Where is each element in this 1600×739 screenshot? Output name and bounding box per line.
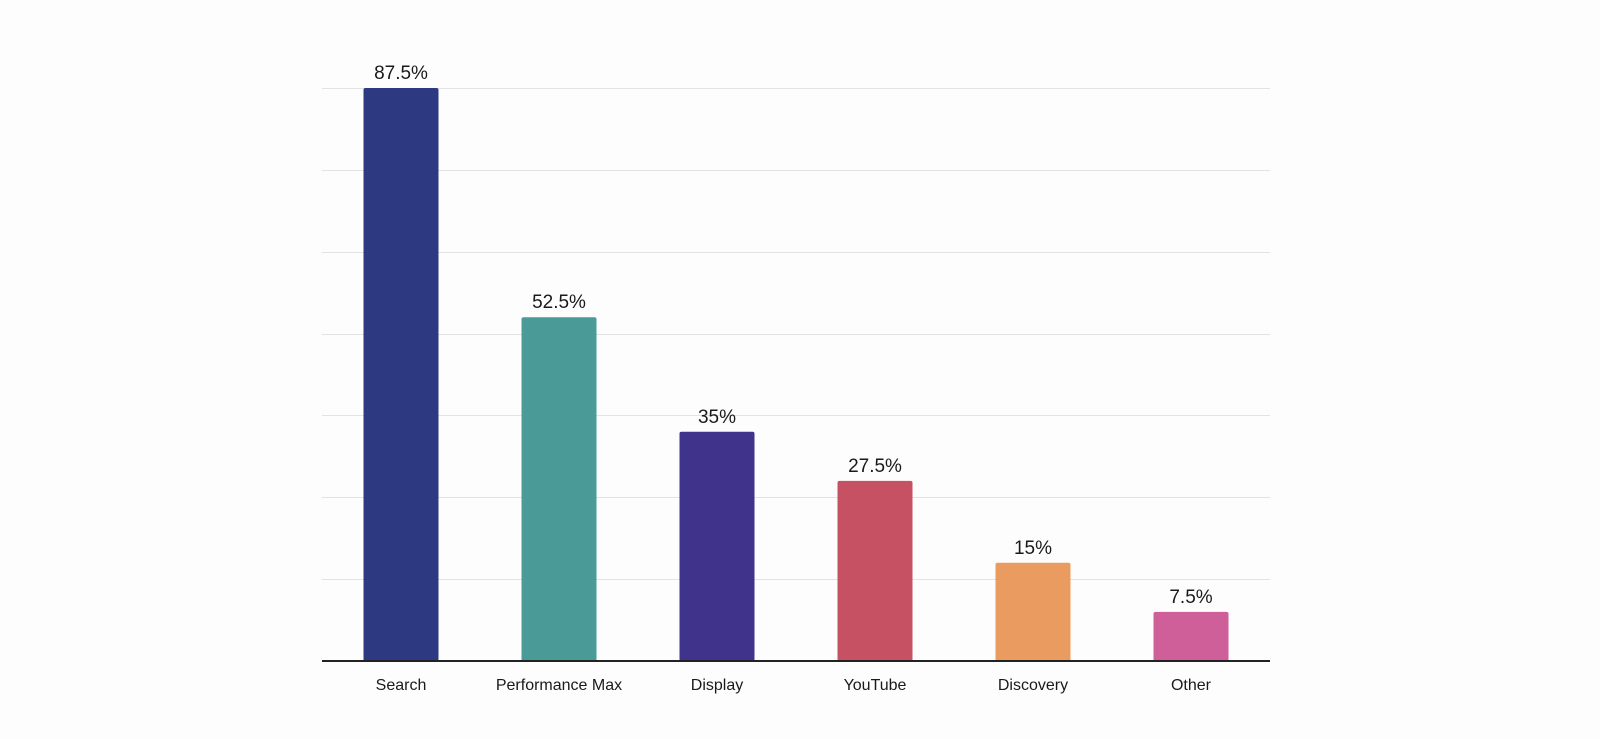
value-label-display: 35%: [698, 407, 736, 428]
value-label-youtube: 27.5%: [848, 456, 902, 477]
bar-search: [363, 88, 439, 661]
bar-performance-max: [521, 317, 597, 661]
bar-discovery: [995, 562, 1071, 661]
value-label-search: 87.5%: [374, 63, 428, 84]
value-labels: 87.5% 52.5% 35% 27.5% 15% 7.5%: [374, 63, 1213, 608]
gridlines: [322, 88, 1270, 580]
category-label-performance-max: Performance Max: [496, 677, 622, 694]
category-labels: Search Performance Max Display YouTube Disco…: [376, 677, 1212, 694]
value-label-other: 7.5%: [1169, 587, 1212, 608]
bar-display: [679, 431, 755, 661]
bars: [363, 88, 1229, 661]
bar-youtube: [837, 480, 913, 661]
value-label-performance-max: 52.5%: [532, 292, 586, 313]
bar-other: [1153, 611, 1229, 661]
category-label-discovery: Discovery: [998, 677, 1068, 694]
category-label-search: Search: [376, 677, 427, 694]
category-label-display: Display: [691, 677, 743, 694]
category-label-youtube: YouTube: [844, 677, 907, 694]
value-label-discovery: 15%: [1014, 538, 1052, 559]
category-label-other: Other: [1171, 677, 1212, 694]
